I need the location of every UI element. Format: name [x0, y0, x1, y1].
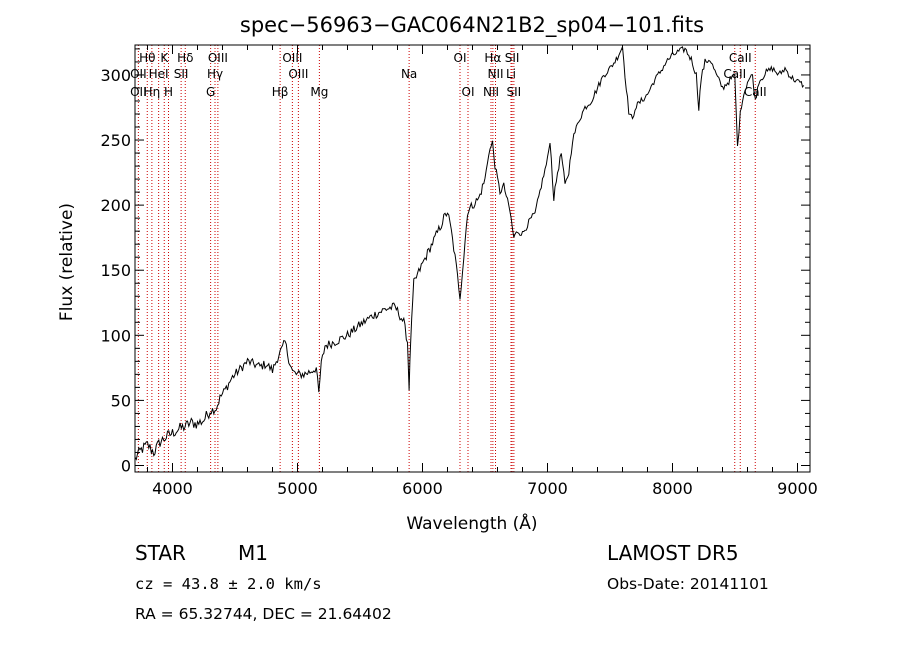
object-subclass: M1 — [238, 541, 268, 565]
spectral-line-label: OI — [462, 85, 475, 99]
spectral-line-label: NII — [487, 67, 503, 81]
x-axis: 4000 5000 6000 7000 8000 9000 — [147, 45, 818, 498]
spectral-line-label: SII — [507, 85, 522, 99]
x-tick-label: 8000 — [652, 479, 693, 498]
x-tick-label: 5000 — [277, 479, 318, 498]
spectral-line-label: OIII — [288, 67, 308, 81]
spectral-line-markers — [137, 45, 756, 472]
chart-title: spec−56963−GAC064N21B2_sp04−101.fits — [240, 13, 704, 38]
spectral-line-label: Hθ — [139, 51, 155, 65]
spectral-line-label: Hβ — [272, 85, 289, 99]
y-tick-label: 200 — [100, 196, 131, 215]
obs-date-text: Obs-Date: 20141101 — [607, 575, 769, 593]
spectral-line-label: OII — [130, 67, 147, 81]
spectral-line-label: CaII — [744, 85, 767, 99]
spectral-line-label: Hδ — [177, 51, 193, 65]
spectral-line-labels: Hθ K Hδ OIII OIII OI Hα SII CaII OII HeI SII Hγ OIII N… — [130, 51, 767, 99]
y-tick-label: 100 — [100, 326, 131, 345]
spectral-line-label: OIII — [282, 51, 302, 65]
object-type: STAR — [135, 541, 186, 565]
spectral-line-label: OII — [130, 85, 147, 99]
spectral-line-label: CaII — [723, 67, 746, 81]
survey-label: LAMOST DR5 — [607, 541, 739, 565]
coordinates-text: RA = 65.32744, DEC = 21.64402 — [135, 605, 392, 623]
x-tick-label: 4000 — [152, 479, 193, 498]
y-axis-label: Flux (relative) — [57, 203, 77, 321]
spectral-line-label: SII — [505, 51, 520, 65]
spectral-line-label: K — [160, 51, 169, 65]
y-tick-label: 50 — [111, 391, 131, 410]
x-tick-label: 9000 — [777, 479, 818, 498]
spectral-line-label: H — [164, 85, 173, 99]
spectral-line-label: SII — [174, 67, 189, 81]
spectral-line-label: Li — [506, 67, 516, 81]
y-tick-label: 0 — [121, 456, 131, 475]
spectral-line-label: OI — [454, 51, 467, 65]
spectral-line-label: CaII — [729, 51, 752, 65]
y-tick-label: 250 — [100, 131, 131, 150]
spectral-line-label: HeI — [149, 67, 169, 81]
spectral-line-label: Mg — [310, 85, 328, 99]
spectral-line-label: G — [206, 85, 215, 99]
spectral-line-label: Hα — [484, 51, 501, 65]
spectral-line-label: NII — [483, 85, 499, 99]
redshift-text: cz = 43.8 ± 2.0 km/s — [135, 575, 322, 593]
spectral-line-label: Na — [401, 67, 417, 81]
spectral-line-label: OIII — [208, 51, 228, 65]
x-tick-label: 7000 — [527, 479, 568, 498]
spectral-line-label: Hγ — [207, 67, 223, 81]
x-tick-label: 6000 — [402, 479, 443, 498]
y-axis: 0 50 100 150 200 250 300 — [100, 48, 810, 475]
spectral-line-label: Hη — [144, 85, 161, 99]
plot-frame — [134, 44, 811, 473]
y-tick-label: 300 — [100, 66, 131, 85]
spectrum-line — [134, 46, 805, 461]
y-tick-label: 150 — [100, 261, 131, 280]
x-axis-label: Wavelength (Å) — [406, 512, 537, 534]
